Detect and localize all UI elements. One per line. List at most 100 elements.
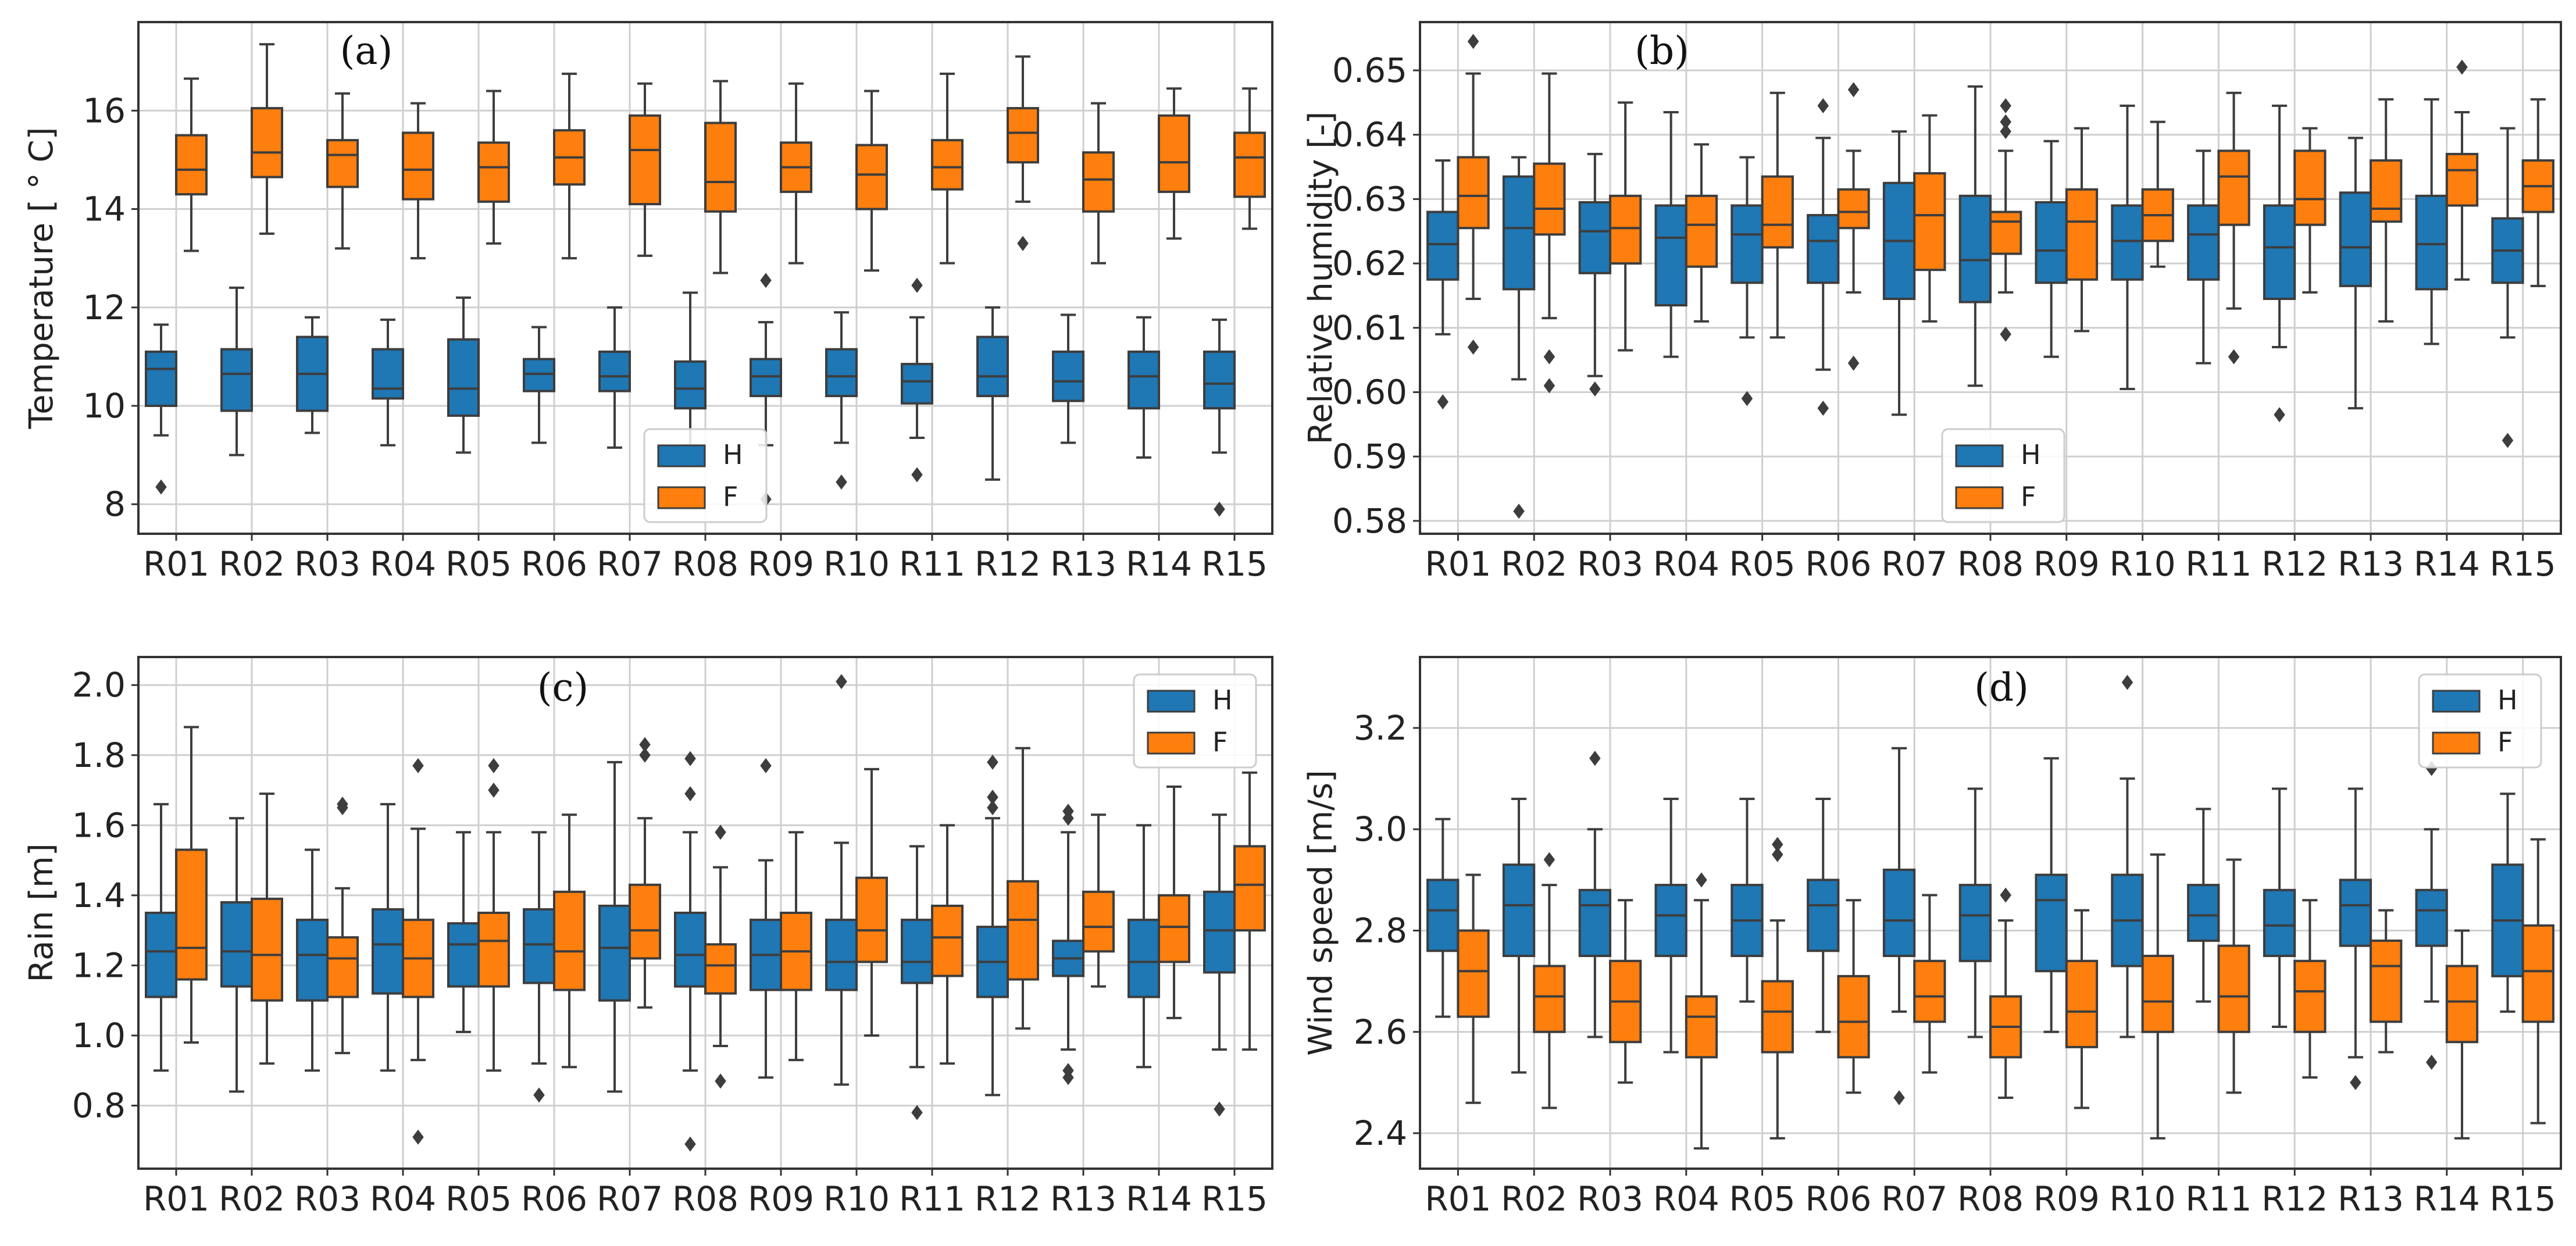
y-tick-label: 0.64 (1332, 115, 1407, 155)
x-tick-label: R03 (294, 544, 361, 584)
x-tick-label: R01 (143, 1179, 209, 1219)
box-F-R04 (402, 102, 434, 260)
box-iqr (1837, 188, 1870, 230)
outlier-point (911, 467, 923, 483)
box-iqr (1882, 868, 1916, 958)
outlier-point (1847, 82, 1860, 98)
box-iqr (2339, 879, 2372, 947)
box-iqr (1807, 214, 1840, 284)
outlier-point (533, 1087, 545, 1103)
plot-frame (1419, 21, 2562, 535)
y-tick-label: 3.2 (1354, 708, 1407, 748)
box-iqr (145, 350, 177, 408)
x-tick-label: R13 (2338, 544, 2404, 584)
x-tick-label: R04 (370, 544, 436, 584)
outlier-point (488, 758, 499, 773)
box-iqr (2339, 191, 2372, 287)
box-F-R13 (1082, 813, 1115, 988)
box-F-R09 (2065, 127, 2099, 333)
panel-label: (c) (537, 665, 588, 710)
box-iqr (1913, 959, 1946, 1023)
box-iqr (704, 122, 737, 213)
box-iqr (855, 144, 888, 210)
box-iqr (1807, 879, 1840, 952)
box-H-R04 (372, 318, 404, 447)
box-iqr (931, 139, 964, 191)
outlier-point (1017, 235, 1029, 251)
box-iqr (1203, 350, 1236, 410)
x-tick-label: R08 (1957, 1179, 2024, 1219)
plot-frame (137, 21, 1273, 535)
x-tick-label: R12 (2261, 544, 2328, 584)
box-H-R07 (1882, 747, 1916, 1106)
outlier-point (1467, 339, 1479, 355)
box-iqr (2370, 939, 2403, 1023)
y-tick-label: 1.4 (72, 876, 126, 915)
x-tick-label: R07 (597, 544, 663, 584)
box-iqr (2293, 149, 2327, 226)
box-F-R06 (553, 813, 586, 1069)
box-iqr (372, 348, 404, 400)
outlier-point (2425, 1055, 2438, 1070)
x-tick-label: R02 (1501, 544, 1567, 584)
y-tick-label: 0.60 (1332, 372, 1407, 412)
outlier-point (2350, 1074, 2361, 1090)
outlier-point (1543, 349, 1555, 365)
box-F-R13 (2370, 98, 2403, 323)
outlier-point (412, 758, 424, 773)
box-iqr (704, 943, 737, 995)
box-F-R09 (780, 831, 812, 1062)
outlier-point (760, 273, 772, 288)
box-iqr (175, 134, 208, 196)
box-F-R02 (251, 43, 283, 235)
box-iqr (901, 919, 933, 984)
box-iqr (326, 139, 359, 188)
box-iqr (2217, 149, 2250, 226)
x-tick-label: R06 (1805, 1179, 1871, 1219)
box-H-R08 (674, 751, 707, 1152)
box-F-R07 (629, 82, 661, 257)
box-H-R05 (1731, 797, 1764, 1003)
box-F-R05 (477, 90, 510, 245)
box-F-R06 (1837, 899, 1870, 1094)
x-tick-label: R10 (823, 1179, 890, 1219)
box-iqr (1533, 965, 1566, 1033)
box-F-R02 (1533, 852, 1566, 1109)
y-tick-label: 10 (83, 386, 126, 426)
box-iqr (447, 338, 480, 417)
box-F-R10 (2141, 853, 2174, 1140)
box-H-R12 (2263, 104, 2296, 423)
x-tick-label: R04 (1653, 1179, 1719, 1219)
box-iqr (1654, 204, 1687, 307)
x-tick-label: R03 (294, 1179, 361, 1219)
box-iqr (1426, 210, 1460, 281)
outlier-point (911, 277, 923, 293)
box-iqr (477, 912, 510, 988)
legend-label-H: H (2497, 684, 2518, 716)
box-F-R02 (1533, 72, 1566, 394)
box-iqr (931, 904, 964, 977)
box-H-R10 (2111, 674, 2144, 1038)
x-tick-label: R10 (2110, 1179, 2176, 1219)
outlier-point (911, 1105, 923, 1120)
x-tick-label: R05 (1729, 1179, 1796, 1219)
box-F-R13 (2370, 909, 2403, 1054)
box-F-R01 (175, 726, 208, 1044)
box-iqr (1158, 894, 1190, 963)
x-tick-label: R13 (1050, 1179, 1116, 1219)
legend-label-H: H (723, 439, 743, 470)
x-tick-label: R11 (899, 1179, 965, 1219)
box-iqr (2263, 888, 2296, 958)
box-H-R11 (901, 277, 933, 483)
box-F-R03 (326, 92, 359, 250)
outlier-point (1543, 378, 1555, 394)
x-tick-label: R01 (1425, 1179, 1491, 1219)
y-tick-label: 0.59 (1332, 437, 1407, 476)
outlier-point (2000, 887, 2011, 903)
x-tick-label: R02 (219, 544, 285, 584)
x-tick-label: R12 (2261, 1179, 2328, 1219)
box-iqr (2445, 965, 2479, 1044)
y-tick-label: 2.0 (72, 665, 126, 705)
box-iqr (2415, 888, 2448, 947)
